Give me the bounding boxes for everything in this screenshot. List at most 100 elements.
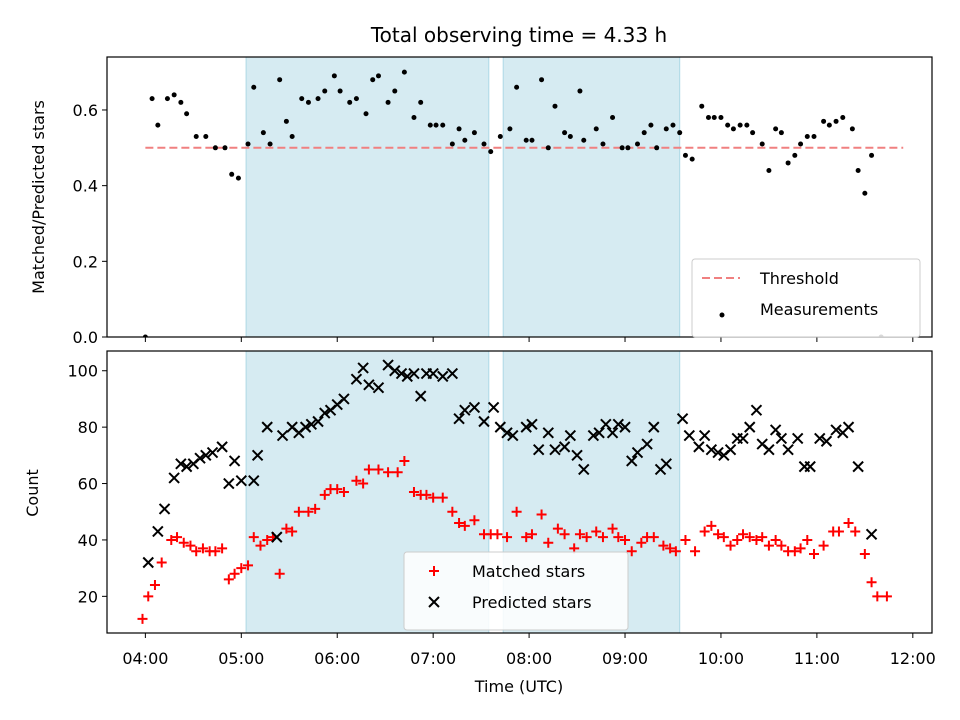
data-point (399, 455, 410, 466)
data-point (462, 137, 468, 143)
data-point (526, 529, 537, 540)
data-point (487, 401, 500, 414)
data-point (194, 452, 206, 464)
data-point (299, 421, 312, 433)
data-point (738, 529, 749, 540)
top-y-axis-label: Matched/Predicted stars (29, 100, 48, 294)
data-point (310, 503, 321, 514)
data-point (744, 532, 755, 543)
data-point (792, 152, 798, 158)
data-point (641, 438, 653, 450)
data-point (502, 532, 513, 543)
data-point (168, 472, 180, 484)
data-point (363, 464, 374, 475)
data-point (353, 96, 359, 102)
data-point (840, 115, 846, 121)
data-point (543, 537, 554, 548)
bottom-subplot: 20 40 60 80 100 Matched stars Predicted stars (67, 350, 933, 638)
data-point (626, 546, 637, 557)
plot-area (137, 359, 892, 624)
data-point (267, 141, 273, 147)
data-point (481, 141, 487, 147)
data-point (862, 190, 868, 196)
data-point (375, 73, 381, 79)
data-point (152, 525, 164, 538)
data-point (507, 429, 519, 442)
data-point (229, 171, 235, 177)
data-point (514, 84, 520, 90)
legend: Matched stars Predicted stars (403, 551, 629, 631)
data-point (578, 463, 590, 476)
data-point (351, 475, 362, 486)
data-point (427, 122, 433, 128)
data-point (137, 613, 148, 624)
data-point (363, 111, 369, 117)
y-tick-label: 0.2 (73, 252, 98, 271)
data-point (620, 534, 631, 545)
data-point (718, 115, 724, 121)
data-point (222, 145, 228, 151)
data-point (216, 441, 228, 453)
data-point (821, 118, 827, 124)
data-point (203, 133, 209, 139)
data-point (619, 145, 625, 151)
data-point (428, 492, 439, 503)
data-point (357, 362, 369, 374)
data-point (593, 427, 605, 439)
data-point (223, 574, 234, 585)
data-point (392, 467, 403, 478)
data-point (737, 122, 743, 128)
data-point (663, 126, 669, 132)
x-tick-label: 04:00 (122, 649, 168, 668)
data-point (332, 484, 343, 495)
data-point (456, 126, 462, 132)
data-point (626, 455, 638, 467)
data-point (744, 421, 756, 433)
data-point (260, 130, 266, 136)
data-point (185, 540, 196, 551)
data-point (641, 130, 647, 136)
data-point (725, 540, 736, 551)
data-point (155, 122, 161, 128)
data-point (732, 534, 743, 545)
data-point (545, 145, 551, 151)
data-point (881, 591, 892, 602)
data-point (775, 432, 788, 445)
data-point (433, 122, 439, 128)
data-point (315, 96, 321, 102)
data-point (281, 523, 292, 534)
data-point (718, 532, 729, 543)
data-point (552, 523, 563, 534)
data-point (501, 427, 513, 439)
data-point (865, 528, 878, 541)
data-point (539, 77, 545, 83)
data-point (507, 126, 513, 132)
data-point (235, 175, 241, 181)
data-point (648, 122, 654, 128)
data-point (175, 458, 187, 470)
legend-marker (719, 312, 725, 318)
legend-box (403, 551, 629, 631)
legend-marker (429, 566, 439, 576)
plot-area (142, 69, 904, 337)
data-point (437, 370, 449, 383)
data-point (414, 390, 427, 402)
data-point (156, 557, 167, 568)
x-tick-label: 08:00 (506, 649, 552, 668)
data-point (312, 415, 324, 428)
data-point (459, 404, 471, 416)
data-point (798, 141, 804, 147)
axes-frame (106, 350, 933, 634)
data-point (385, 99, 391, 105)
data-point (223, 477, 235, 490)
data-point (750, 130, 756, 136)
data-point (262, 534, 273, 545)
data-point (766, 168, 772, 174)
data-point (437, 492, 448, 503)
data-point (833, 526, 844, 537)
data-point (164, 96, 170, 102)
data-point (283, 118, 289, 124)
data-point (574, 529, 585, 540)
x-tick-label: 06:00 (314, 649, 360, 668)
data-point (471, 130, 477, 136)
